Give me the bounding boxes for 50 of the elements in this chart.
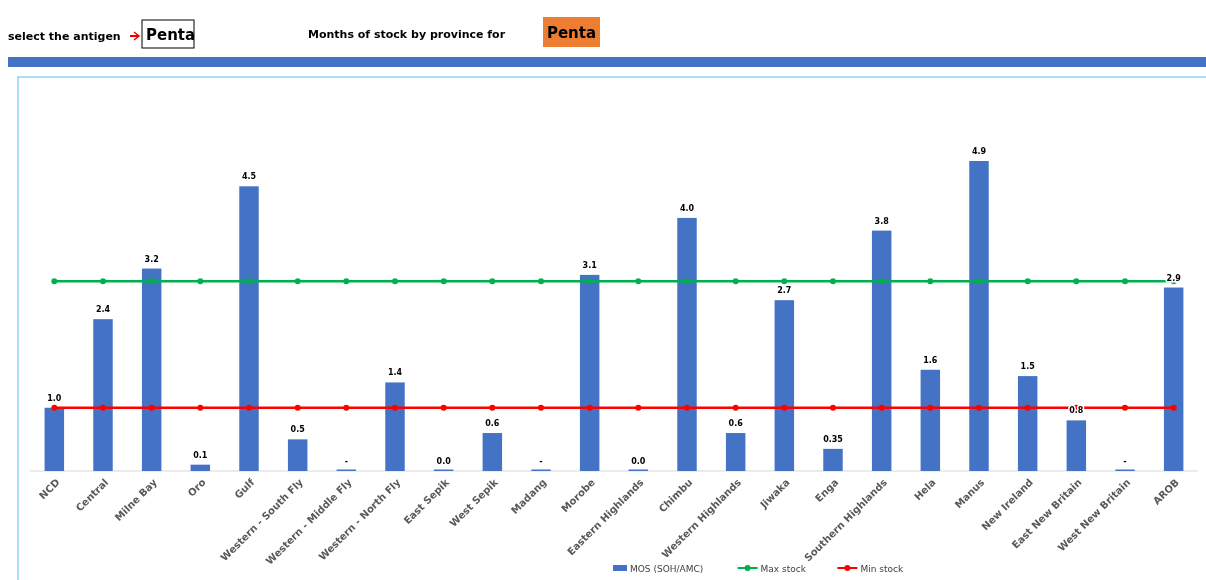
data-label: 0.6 — [485, 419, 500, 429]
legend-label: Max stock — [760, 564, 807, 574]
text: Penta — [146, 26, 196, 44]
bar — [774, 300, 795, 471]
bar — [482, 433, 503, 471]
bar — [725, 433, 746, 471]
bar — [190, 464, 211, 471]
bar — [920, 369, 941, 471]
x-tick-label: Oro — [185, 476, 208, 499]
chart-title: Months of stock by province for — [308, 28, 506, 41]
bar — [823, 448, 843, 471]
data-label: - — [539, 457, 543, 466]
data-label: 1.0 — [47, 393, 62, 403]
data-label: 4.0 — [679, 203, 695, 213]
bar — [1017, 376, 1038, 471]
bar — [969, 161, 989, 471]
data-label: 0.1 — [193, 450, 208, 460]
bar — [871, 230, 892, 471]
text: select the antigen — [8, 30, 121, 43]
data-label: 0.0 — [631, 457, 646, 466]
bar — [1066, 420, 1087, 471]
data-label: 1.4 — [387, 368, 403, 378]
data-label: 4.9 — [971, 147, 987, 156]
data-label: 0.0 — [436, 457, 452, 466]
data-label: - — [344, 457, 348, 466]
data-label: 3.8 — [874, 216, 890, 226]
data-label: 2.4 — [95, 305, 111, 315]
data-label: 0.5 — [290, 425, 306, 435]
bar — [141, 268, 162, 471]
data-label: - — [1123, 457, 1127, 466]
data-label: 3.2 — [144, 254, 159, 264]
data-label: 1.5 — [1020, 362, 1036, 372]
bar — [1163, 287, 1184, 471]
data-label: 3.1 — [582, 260, 598, 270]
bar — [93, 319, 113, 471]
bar — [385, 382, 405, 471]
bar — [287, 439, 308, 471]
data-label: 1.6 — [923, 355, 938, 365]
bar — [579, 274, 600, 471]
data-label: 0.35 — [823, 434, 844, 444]
data-label: 2.7 — [777, 286, 792, 296]
bar — [44, 407, 65, 471]
data-label: 0.8 — [1069, 406, 1084, 416]
bar — [239, 186, 259, 471]
chart-subtitle: Penta — [546, 24, 597, 42]
data-label: 0.6 — [728, 419, 744, 429]
legend-label: MOS (SOH/AMC) — [630, 564, 704, 574]
data-label: 4.5 — [241, 172, 257, 182]
legend-label: Min stock — [860, 564, 904, 574]
bar — [677, 217, 697, 471]
